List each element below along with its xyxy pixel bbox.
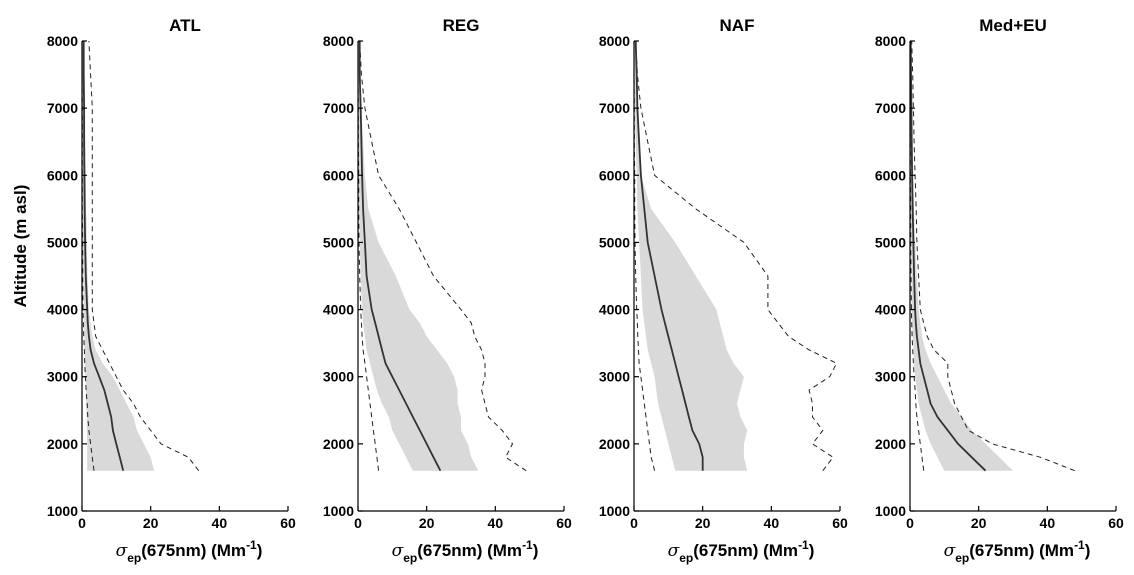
median-line bbox=[909, 40, 987, 472]
x-axis-label: σep(675nm) (Mm-1) bbox=[392, 538, 539, 565]
x-tick-label: 40 bbox=[1040, 515, 1056, 531]
y-tick-label: 5000 bbox=[323, 234, 354, 250]
max-dashed-line bbox=[911, 40, 1075, 472]
median-line bbox=[358, 41, 442, 472]
y-tick-label: 6000 bbox=[875, 167, 906, 183]
y-tick-label: 1000 bbox=[599, 503, 630, 519]
y-tick-label: 5000 bbox=[599, 234, 630, 250]
max-dashed-line bbox=[359, 40, 527, 472]
y-tick-label: 7000 bbox=[323, 100, 354, 116]
max-dashed-line bbox=[635, 40, 838, 472]
panel-naf: NAF 1000 2000 3000 4000 5000 6000 7000 8000 0 20 40… bbox=[599, 16, 848, 565]
panel-atl: ATL 1000 2000 3000 4000 5000 6000 7000 8000 0 20 40… bbox=[47, 16, 296, 565]
x-tick-label: 40 bbox=[488, 515, 504, 531]
y-tick-label: 8000 bbox=[875, 33, 906, 49]
y-tick-label: 2000 bbox=[599, 436, 630, 452]
y-tick-label: 1000 bbox=[47, 503, 78, 519]
x-tick-label: 20 bbox=[143, 515, 159, 531]
percentile-band bbox=[634, 41, 748, 471]
y-axis-label: Altitude (m asl) bbox=[11, 185, 30, 308]
y-tick-label: 8000 bbox=[599, 33, 630, 49]
y-tick-label: 1000 bbox=[875, 503, 906, 519]
panel-title: Med+EU bbox=[979, 16, 1047, 35]
x-tick-label: 40 bbox=[212, 515, 228, 531]
y-tick-label: 4000 bbox=[323, 302, 354, 318]
y-tick-label: 4000 bbox=[875, 302, 906, 318]
x-tick-label: 0 bbox=[906, 515, 914, 531]
y-tick-label: 3000 bbox=[47, 369, 78, 385]
x-tick-label: 0 bbox=[630, 515, 638, 531]
x-tick-label: 20 bbox=[695, 515, 711, 531]
x-tick-label: 20 bbox=[419, 515, 435, 531]
y-tick-label: 3000 bbox=[599, 369, 630, 385]
y-tick-label: 3000 bbox=[323, 369, 354, 385]
median-line bbox=[634, 40, 704, 471]
y-tick-label: 5000 bbox=[875, 234, 906, 250]
percentile-band bbox=[910, 41, 1013, 471]
median-line bbox=[82, 41, 125, 471]
x-tick-label: 60 bbox=[832, 515, 848, 531]
x-tick-label: 0 bbox=[78, 515, 86, 531]
y-tick-label: 6000 bbox=[323, 167, 354, 183]
percentile-band bbox=[358, 41, 479, 471]
panel-title: ATL bbox=[169, 16, 201, 35]
y-tick-label: 8000 bbox=[47, 33, 78, 49]
y-tick-label: 7000 bbox=[47, 100, 78, 116]
max-dashed-line bbox=[88, 40, 200, 472]
x-tick-label: 0 bbox=[354, 515, 362, 531]
y-tick-label: 7000 bbox=[875, 100, 906, 116]
y-tick-label: 2000 bbox=[323, 436, 354, 452]
panel-reg: REG 1000 2000 3000 4000 5000 6000 7000 8000 0 20 40… bbox=[323, 16, 572, 565]
x-tick-label: 60 bbox=[1108, 515, 1124, 531]
y-tick-label: 1000 bbox=[323, 503, 354, 519]
y-tick-label: 8000 bbox=[323, 33, 354, 49]
x-tick-label: 20 bbox=[971, 515, 987, 531]
y-tick-label: 3000 bbox=[875, 369, 906, 385]
percentile-band bbox=[82, 41, 155, 471]
y-tick-label: 4000 bbox=[47, 302, 78, 318]
y-tick-label: 5000 bbox=[47, 234, 78, 250]
y-tick-label: 6000 bbox=[599, 167, 630, 183]
panel-med-eu: Med+EU 1000 2000 3000 4000 5000 6000 7000 8000 0 2… bbox=[875, 16, 1124, 565]
x-tick-label: 60 bbox=[280, 515, 296, 531]
y-tick-label: 2000 bbox=[875, 436, 906, 452]
y-tick-label: 6000 bbox=[47, 167, 78, 183]
x-axis-label: σep(675nm) (Mm-1) bbox=[668, 538, 815, 565]
panel-title: NAF bbox=[720, 16, 755, 35]
x-tick-label: 60 bbox=[556, 515, 572, 531]
x-axis-label: σep(675nm) (Mm-1) bbox=[944, 538, 1091, 565]
y-tick-label: 2000 bbox=[47, 436, 78, 452]
panel-title: REG bbox=[443, 16, 480, 35]
x-axis-label: σep(675nm) (Mm-1) bbox=[116, 538, 263, 565]
x-tick-label: 40 bbox=[764, 515, 780, 531]
y-tick-label: 7000 bbox=[599, 100, 630, 116]
y-tick-label: 4000 bbox=[599, 302, 630, 318]
